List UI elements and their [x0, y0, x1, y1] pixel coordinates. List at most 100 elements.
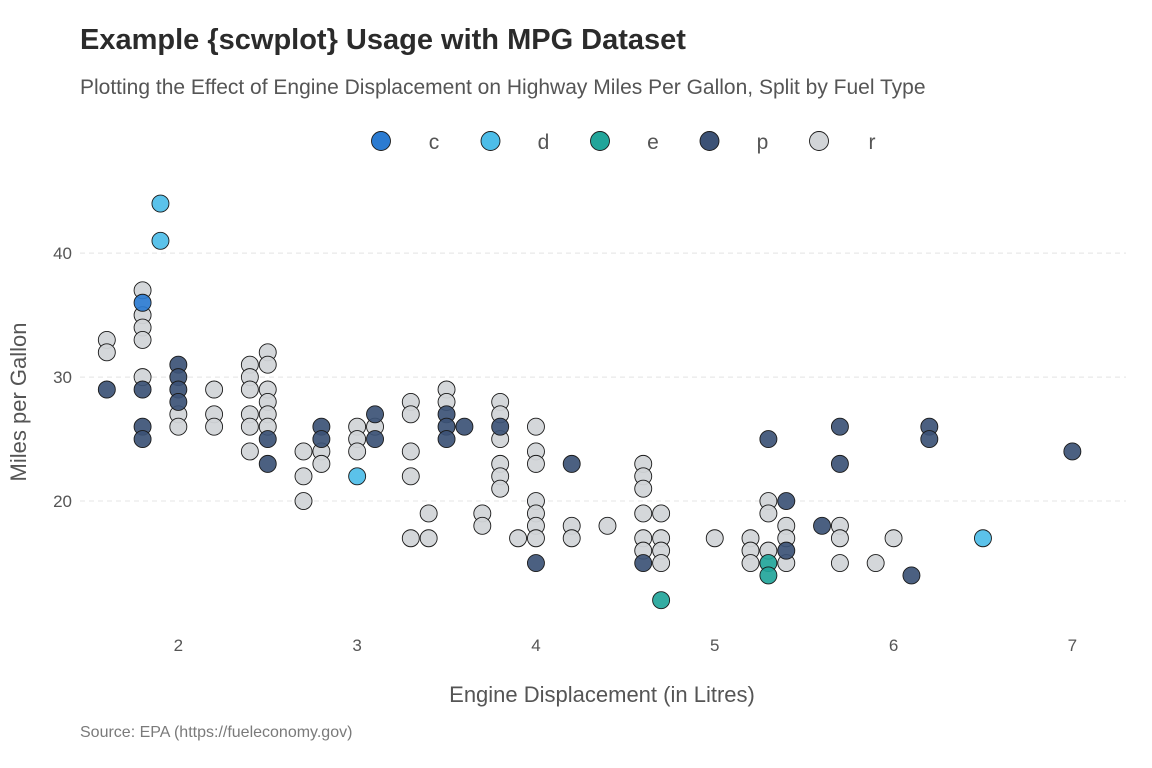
data-point-r	[491, 479, 510, 498]
data-point-p	[562, 454, 581, 473]
data-point-r	[634, 479, 653, 498]
data-point-p	[526, 554, 545, 572]
data-point-p	[759, 430, 778, 449]
data-point-r	[312, 454, 331, 473]
data-point-p	[455, 417, 474, 436]
legend-key-d	[480, 131, 501, 151]
x-tick-label: 5	[710, 636, 719, 655]
data-point-r	[741, 554, 760, 572]
data-point-r	[884, 529, 903, 548]
chart-caption: Source: EPA (https://fueleconomy.gov)	[80, 724, 353, 741]
data-point-d	[151, 231, 170, 250]
data-point-r	[526, 417, 545, 436]
data-point-r	[526, 529, 545, 548]
legend-key-p	[699, 131, 720, 151]
data-point-p	[366, 405, 384, 424]
legend-key-e	[590, 131, 610, 151]
legend-label-e: e	[647, 131, 659, 154]
data-point-p	[258, 454, 277, 473]
data-point-r	[294, 442, 313, 461]
data-point-r	[240, 380, 259, 399]
data-point-p	[902, 566, 921, 585]
data-point-d	[348, 467, 367, 486]
data-point-r	[759, 504, 778, 523]
data-point-e	[759, 566, 778, 585]
chart-title: Example {scwplot} Usage with MPG Dataset	[80, 24, 686, 56]
x-tick-label: 7	[1068, 636, 1077, 655]
data-point-p	[920, 430, 939, 449]
data-point-r	[401, 467, 420, 486]
data-point-r	[97, 343, 116, 362]
gridlines	[80, 252, 1126, 502]
data-point-p	[258, 430, 277, 449]
legend-label-p: p	[757, 131, 769, 154]
data-point-r	[401, 405, 420, 424]
data-point-p	[777, 492, 796, 511]
data-point-r	[348, 442, 367, 461]
data-point-r	[866, 554, 885, 572]
data-point-p	[830, 417, 849, 436]
x-tick-label: 6	[889, 636, 898, 655]
data-point-r	[205, 417, 224, 436]
chart-subtitle: Plotting the Effect of Engine Displaceme…	[80, 76, 926, 99]
data-point-p	[437, 430, 456, 449]
legend-label-c: c	[429, 131, 440, 154]
data-point-p	[813, 516, 831, 535]
data-point-r	[634, 504, 653, 523]
y-axis-ticks: 20 30 40	[53, 244, 72, 511]
data-point-p	[634, 554, 653, 572]
data-point-p	[133, 430, 152, 449]
data-point-e	[652, 591, 671, 610]
data-point-p	[133, 380, 152, 399]
data-point-p	[97, 380, 116, 399]
data-point-p	[491, 417, 510, 436]
data-point-r	[598, 516, 617, 535]
legend-key-c	[371, 131, 391, 151]
data-point-p	[312, 430, 331, 449]
x-tick-label: 3	[352, 636, 361, 655]
data-point-r	[526, 454, 545, 473]
data-point-r	[401, 529, 420, 548]
y-axis-title: Miles per Gallon	[6, 323, 31, 482]
data-point-r	[205, 380, 224, 399]
y-tick-label: 40	[53, 244, 72, 263]
data-point-p	[366, 430, 384, 449]
data-point-d	[974, 529, 992, 548]
x-tick-label: 4	[531, 636, 540, 655]
legend-key-r	[809, 131, 829, 151]
x-axis-ticks: 2 3 4 5 6 7	[174, 636, 1077, 655]
legend-label-d: d	[538, 131, 550, 154]
data-point-p	[777, 541, 796, 560]
data-point-r	[562, 529, 581, 548]
data-point-r	[169, 417, 188, 436]
data-point-r	[830, 554, 849, 572]
data-point-c	[133, 293, 152, 312]
data-point-r	[830, 529, 849, 548]
y-tick-label: 20	[53, 492, 72, 511]
y-tick-label: 30	[53, 368, 72, 387]
data-point-r	[509, 529, 528, 548]
legend-label-r: r	[869, 131, 876, 154]
data-point-r	[294, 492, 313, 511]
data-point-r	[652, 504, 671, 523]
data-point-r	[473, 516, 492, 535]
data-point-r	[419, 529, 438, 548]
data-point-p	[1063, 442, 1082, 461]
data-point-r	[240, 417, 259, 436]
data-point-p	[169, 392, 188, 411]
x-tick-label: 2	[174, 636, 183, 655]
x-axis-title: Engine Displacement (in Litres)	[449, 682, 755, 707]
data-point-p	[830, 454, 849, 473]
data-points	[97, 194, 1082, 610]
data-point-r	[401, 442, 420, 461]
data-point-r	[705, 529, 724, 548]
data-point-r	[133, 330, 152, 349]
data-point-r	[652, 554, 671, 572]
data-point-r	[240, 442, 259, 461]
data-point-d	[151, 194, 170, 213]
data-point-r	[294, 467, 313, 486]
data-point-r	[419, 504, 438, 523]
data-point-r	[258, 355, 277, 374]
